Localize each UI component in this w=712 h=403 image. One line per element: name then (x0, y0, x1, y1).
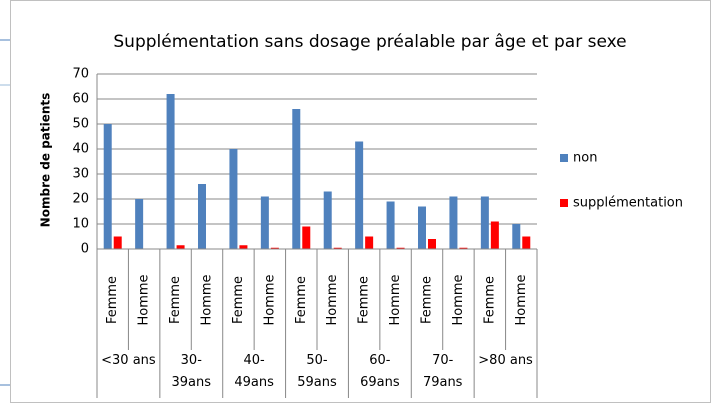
bar (239, 245, 248, 249)
x-tick-label: Homme (200, 274, 215, 325)
x-tick-label: Homme (137, 274, 152, 325)
bar (449, 196, 458, 249)
group-label: 60- 69ans (360, 353, 400, 390)
bar (459, 247, 468, 249)
bar (176, 245, 185, 249)
bar (113, 236, 122, 249)
y-tick-label: 40 (72, 142, 89, 157)
chart-title: Supplémentation sans dosage préalable pa… (113, 32, 626, 52)
bar (198, 184, 206, 249)
x-tick-label: Homme (388, 274, 403, 325)
y-tick-label: 20 (72, 192, 89, 207)
x-tick-label: Femme (294, 276, 309, 324)
y-axis-label: Nombre de patients (39, 93, 53, 228)
x-tick-label: Femme (482, 276, 497, 324)
group-label: >80 ans (478, 353, 533, 368)
group-label: 50- 59ans (297, 353, 337, 390)
bar (512, 224, 521, 249)
bar (302, 226, 311, 249)
bar (103, 124, 112, 249)
bar (166, 94, 175, 249)
bar (229, 149, 238, 249)
group-label: <30 ans (101, 353, 156, 368)
x-tick-label: Femme (420, 276, 435, 324)
bar (396, 247, 405, 249)
x-tick-label: Femme (231, 276, 246, 324)
bar (428, 239, 436, 249)
bar (386, 201, 395, 249)
bar (490, 221, 499, 249)
y-tick-label: 60 (72, 92, 89, 107)
bar (480, 196, 489, 249)
bar (135, 199, 144, 249)
x-tick-label: Homme (262, 274, 277, 325)
bar (522, 236, 531, 249)
bar (292, 109, 301, 249)
x-tick-label: Femme (357, 276, 372, 324)
y-tick-label: 0 (81, 242, 89, 257)
group-label: 70- 79ans (422, 353, 463, 390)
legend-label: supplémentation (573, 196, 683, 211)
y-tick-label: 70 (72, 67, 89, 82)
bar (333, 247, 342, 249)
bar (260, 196, 269, 249)
bar (355, 141, 364, 249)
bar (270, 247, 279, 249)
legend-label: non (573, 151, 597, 166)
y-tick-label: 50 (72, 117, 89, 132)
group-label: 30- 39ans (171, 353, 212, 390)
x-tick-label: Homme (514, 274, 529, 325)
bar (365, 236, 374, 249)
x-tick-label: Homme (325, 274, 340, 325)
bar (323, 191, 332, 249)
bar (418, 206, 426, 249)
x-tick-label: Femme (168, 276, 183, 324)
group-label: 40- 49ans (234, 353, 274, 390)
y-tick-label: 10 (72, 217, 89, 232)
legend-swatch (560, 154, 568, 162)
x-tick-label: Femme (105, 276, 120, 324)
legend-swatch (560, 199, 568, 207)
y-tick-label: 30 (72, 167, 89, 182)
x-tick-label: Homme (451, 274, 466, 325)
